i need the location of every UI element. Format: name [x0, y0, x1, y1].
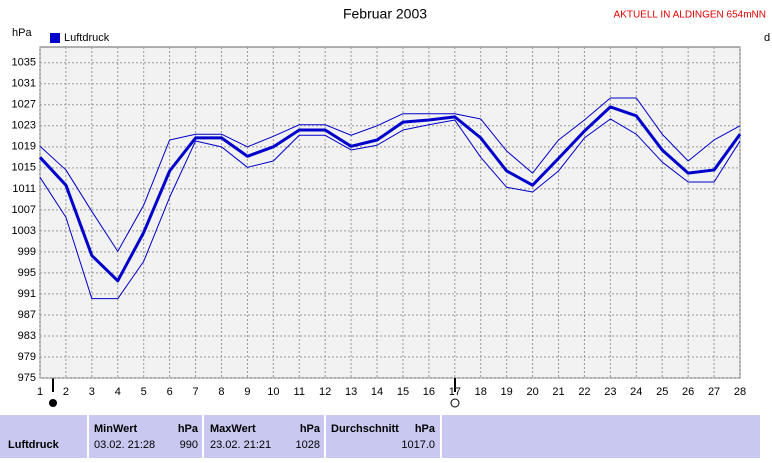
x-tick-label: 9 — [244, 386, 250, 398]
y-tick-label: 1019 — [12, 141, 36, 153]
legend-swatch — [50, 33, 60, 43]
y-tick-label: 987 — [18, 309, 36, 321]
col-header: MaxWert — [210, 423, 256, 435]
x-tick-label: 21 — [552, 386, 564, 398]
x-tick-label: 23 — [604, 386, 616, 398]
x-tick-label: 19 — [501, 386, 513, 398]
cell — [0, 415, 87, 458]
data-line — [38, 105, 742, 283]
x-tick-label: 12 — [319, 386, 331, 398]
y-tick-label: 983 — [18, 330, 36, 342]
cell-value: 1017.0 — [401, 439, 435, 451]
col-unit: hPa — [300, 423, 321, 435]
y-axis-label: hPa — [12, 27, 32, 39]
col-unit: hPa — [178, 423, 199, 435]
right-label: d — [764, 32, 770, 44]
new-moon-icon — [49, 399, 57, 407]
x-tick-label: 24 — [630, 386, 642, 398]
y-tick-label: 1007 — [12, 204, 36, 216]
x-tick-label: 17 — [449, 386, 461, 398]
y-tick-label: 1015 — [12, 162, 36, 174]
chart-title: Februar 2003 — [343, 6, 427, 22]
x-tick-label: 3 — [89, 386, 95, 398]
x-tick-label: 14 — [371, 386, 383, 398]
y-tick-label: 999 — [18, 246, 36, 258]
cell — [89, 415, 202, 458]
cell-time: 23.02. 21:21 — [210, 439, 271, 451]
annotation: AKTUELL IN ALDINGEN 654mNN — [614, 10, 766, 21]
y-tick-label: 979 — [18, 351, 36, 363]
x-tick-label: 27 — [708, 386, 720, 398]
x-tick-label: 13 — [345, 386, 357, 398]
y-tick-label: 995 — [18, 267, 36, 279]
data-line — [39, 118, 741, 300]
x-tick-label: 25 — [656, 386, 668, 398]
x-tick-label: 28 — [734, 386, 746, 398]
x-tick-label: 26 — [682, 386, 694, 398]
col-unit: hPa — [415, 423, 436, 435]
cell — [326, 415, 440, 458]
x-tick-label: 6 — [167, 386, 173, 398]
y-tick-label: 1031 — [12, 78, 36, 90]
x-tick-label: 11 — [294, 386, 305, 398]
data-line — [39, 97, 741, 252]
table: Luftdruck MinWert hPa 03.02. 21:28 990 M… — [0, 413, 772, 458]
x-tick-label: 18 — [475, 386, 487, 398]
cell — [204, 415, 324, 458]
x-tick-label: 4 — [115, 386, 121, 398]
y-tick-label: 1035 — [12, 57, 36, 69]
y-tick-label: 1023 — [12, 120, 36, 132]
cell-value: 990 — [180, 439, 198, 451]
x-tick-label: 7 — [192, 386, 198, 398]
x-tick-label: 10 — [267, 386, 279, 398]
y-tick-label: 1027 — [12, 99, 36, 111]
x-tick-label: 16 — [423, 386, 435, 398]
x-tick-label: 5 — [141, 386, 147, 398]
x-tick-label: 8 — [218, 386, 224, 398]
row-label: Luftdruck — [8, 439, 60, 451]
cell-time: 03.02. 21:28 — [94, 439, 155, 451]
y-tick-label: 1011 — [12, 183, 36, 195]
y-tick-label: 975 — [18, 372, 36, 384]
x-tick-label: 22 — [578, 386, 590, 398]
col-header: Durchschnitt — [331, 423, 399, 435]
cell-value: 1028 — [296, 439, 320, 451]
col-header: MinWert — [94, 423, 138, 435]
full-moon-icon — [450, 398, 460, 408]
x-tick-label: 20 — [526, 386, 538, 398]
x-tick-label: 1 — [37, 386, 43, 398]
y-tick-label: 1003 — [12, 225, 36, 237]
x-tick-label: 2 — [63, 386, 69, 398]
plot-area — [39, 46, 741, 379]
y-tick-label: 991 — [18, 288, 36, 300]
cell — [442, 415, 760, 458]
x-tick-label: 15 — [397, 386, 409, 398]
legend-label: Luftdruck — [64, 32, 110, 44]
